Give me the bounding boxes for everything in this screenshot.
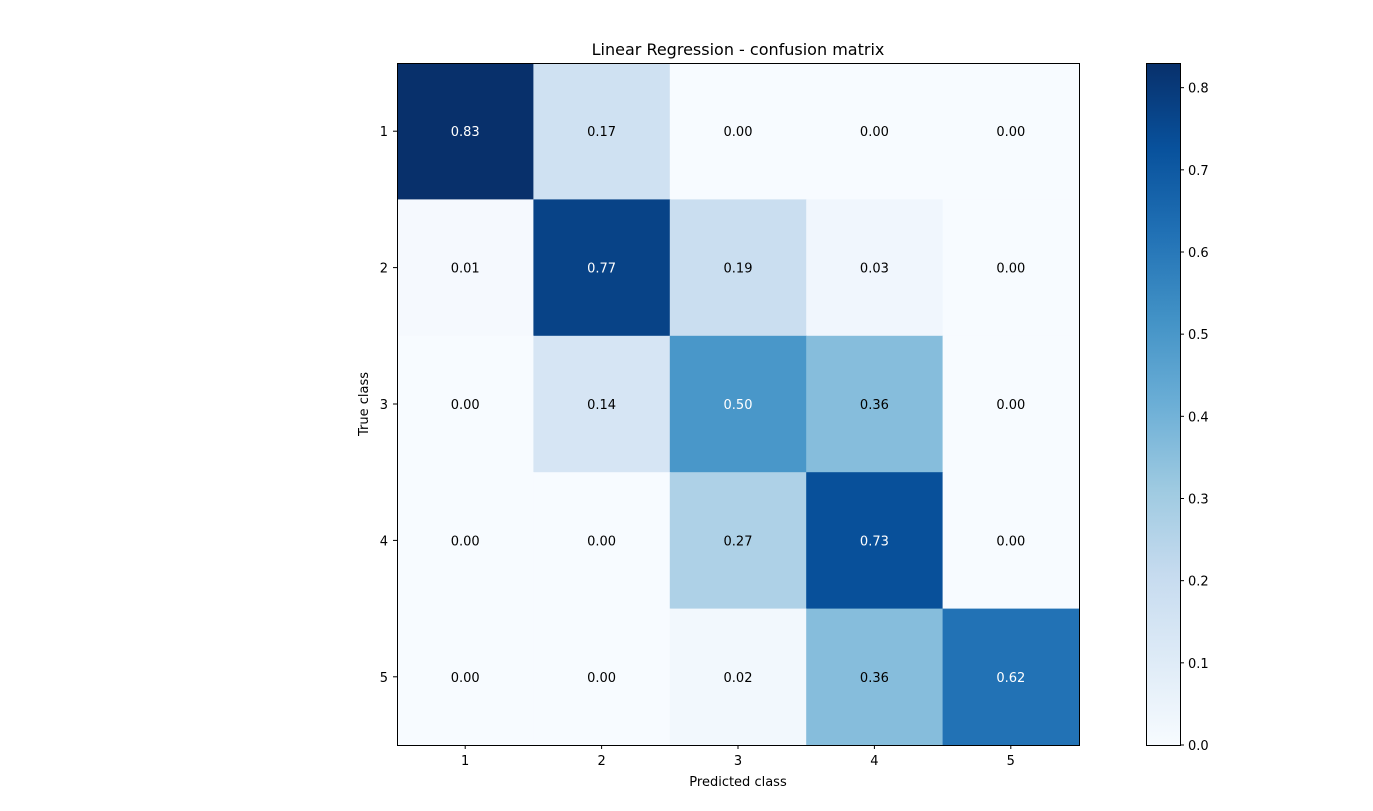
- y-tick-label: 4: [380, 534, 388, 549]
- chart-title: Linear Regression - confusion matrix: [592, 40, 885, 59]
- cell-value-label: 0.03: [860, 262, 889, 277]
- heatmap-cell: [942, 335, 1080, 473]
- heatmap-cell: [669, 335, 807, 473]
- cell-value-label: 0.73: [860, 534, 889, 549]
- heatmap-cell: [669, 199, 807, 337]
- colorbar-tick-label: 0.8: [1188, 82, 1209, 97]
- cell-value-label: 0.17: [587, 125, 616, 140]
- colorbar-tick-label: 0.2: [1188, 575, 1209, 590]
- heatmap-cell: [669, 472, 807, 610]
- cell-value-label: 0.36: [860, 398, 889, 413]
- heatmap-cells: [397, 63, 1080, 746]
- heatmap-cell: [669, 608, 807, 746]
- colorbar-tick-label: 0.0: [1188, 739, 1209, 754]
- cell-value-label: 0.00: [724, 125, 753, 140]
- colorbar-tick-label: 0.5: [1188, 328, 1209, 343]
- heatmap-cell: [533, 335, 671, 473]
- heatmap-cell: [942, 199, 1080, 337]
- heatmap-cell: [942, 472, 1080, 610]
- heatmap-cell: [533, 63, 671, 200]
- cell-value-label: 0.14: [587, 398, 616, 413]
- x-tick-label: 3: [734, 754, 742, 769]
- colorbar-tick-label: 0.3: [1188, 492, 1209, 507]
- cell-value-label: 0.00: [996, 534, 1025, 549]
- colorbar-tick-label: 0.7: [1188, 164, 1209, 179]
- heatmap-cell: [533, 199, 671, 337]
- cell-value-label: 0.00: [587, 534, 616, 549]
- colorbar-tick-label: 0.6: [1188, 246, 1209, 261]
- cell-value-label: 0.36: [860, 671, 889, 686]
- y-axis-ticks: 1 2 3 4 5: [380, 125, 397, 686]
- heatmap-cell: [397, 199, 534, 337]
- cell-value-label: 0.00: [451, 671, 480, 686]
- cell-value-label: 0.00: [860, 125, 889, 140]
- cell-value-label: 0.83: [451, 125, 480, 140]
- y-tick-label: 5: [380, 671, 388, 686]
- cell-value-label: 0.00: [996, 125, 1025, 140]
- x-tick-label: 1: [461, 754, 469, 769]
- y-axis-label: True class: [357, 372, 372, 437]
- cell-value-label: 0.02: [724, 671, 753, 686]
- heatmap-cell: [806, 335, 944, 473]
- cell-value-label: 0.00: [587, 671, 616, 686]
- colorbar-tick-label: 0.1: [1188, 657, 1209, 672]
- colorbar: [1146, 63, 1180, 745]
- heatmap-cell: [397, 608, 534, 746]
- x-axis-label: Predicted class: [689, 775, 787, 790]
- colorbar-tick-label: 0.4: [1188, 410, 1209, 425]
- heatmap-cell: [397, 472, 534, 610]
- y-tick-label: 2: [380, 262, 388, 277]
- x-tick-label: 5: [1007, 754, 1015, 769]
- heatmap-cell: [397, 63, 534, 200]
- cell-value-label: 0.50: [724, 398, 753, 413]
- cell-value-label: 0.00: [451, 534, 480, 549]
- cell-value-label: 0.62: [996, 671, 1025, 686]
- cell-value-label: 0.77: [587, 262, 616, 277]
- y-tick-label: 3: [380, 398, 388, 413]
- heatmap-cell: [669, 63, 807, 200]
- x-tick-label: 4: [870, 754, 878, 769]
- heatmap-cell-labels: 0.83 0.17 0.00 0.00 0.00 0.01 0.77 0.19 0.03 0.00…: [451, 125, 1026, 686]
- x-axis-ticks: 1 2 3 4 5: [461, 745, 1015, 769]
- cell-value-label: 0.00: [451, 398, 480, 413]
- colorbar-frame: [1146, 63, 1181, 746]
- heatmap-cell: [533, 472, 671, 610]
- heatmap-cell: [806, 472, 944, 610]
- y-tick-label: 1: [380, 125, 388, 140]
- heatmap-cell: [397, 335, 534, 473]
- heatmap-cell: [942, 608, 1080, 746]
- cell-value-label: 0.00: [996, 398, 1025, 413]
- cell-value-label: 0.00: [996, 262, 1025, 277]
- x-tick-label: 2: [597, 754, 605, 769]
- cell-value-label: 0.19: [724, 262, 753, 277]
- cell-value-label: 0.27: [724, 534, 753, 549]
- heatmap-cell: [942, 63, 1080, 200]
- heatmap-cell: [806, 63, 944, 200]
- heatmap-cell: [806, 199, 944, 337]
- heatmap-cell: [806, 608, 944, 746]
- colorbar-ticks: 0.0 0.1 0.2 0.3 0.4 0.5 0.6 0.7 0.8: [1180, 82, 1209, 754]
- cell-value-label: 0.01: [451, 262, 480, 277]
- heatmap-cell: [533, 608, 671, 746]
